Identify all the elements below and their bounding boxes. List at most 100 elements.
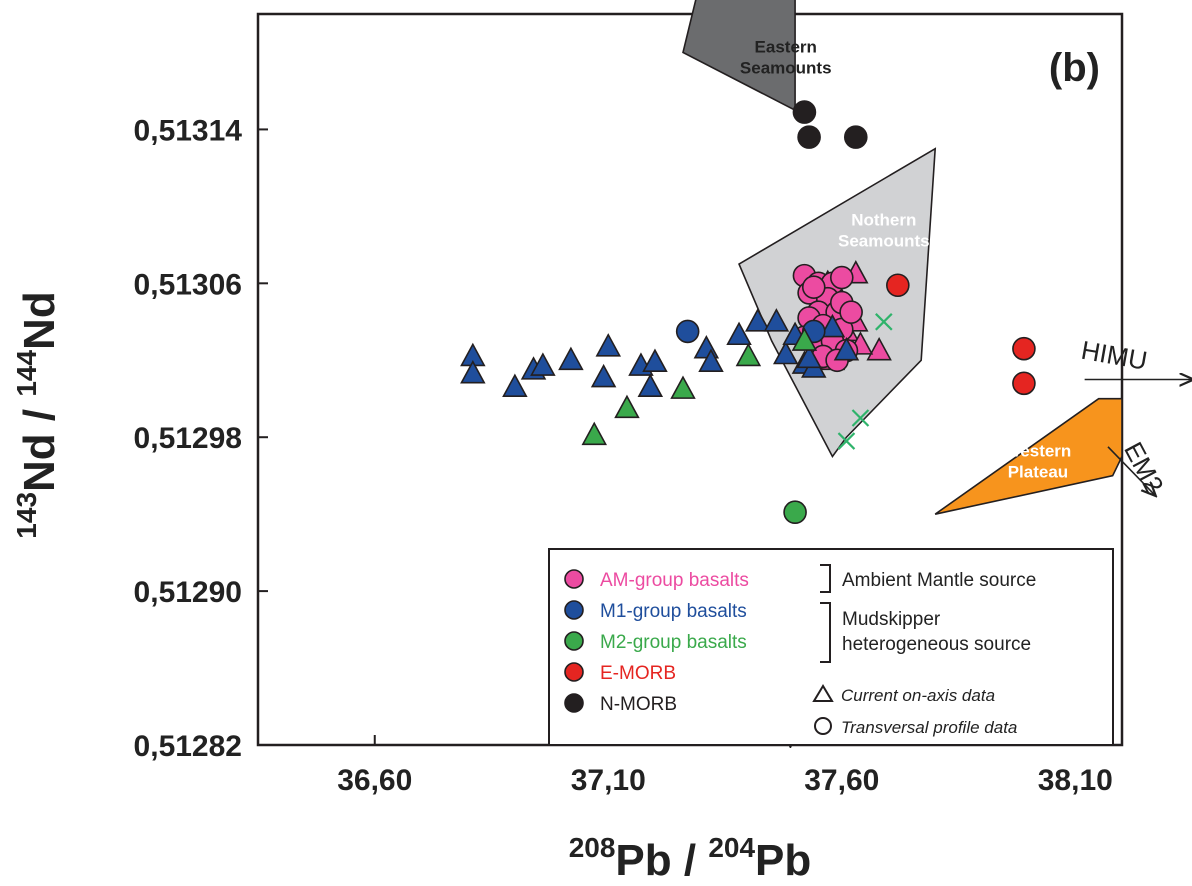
n-morb-circle-point bbox=[792, 100, 817, 124]
svg-text:208Pb / 204Pb: 208Pb / 204Pb bbox=[569, 832, 812, 881]
legend-items: AM-group basalts M1-group basalts M2-group… bbox=[564, 569, 749, 715]
m1-group-basalts-triangle-point bbox=[726, 321, 752, 346]
y-tick-label: 0,51306 bbox=[134, 268, 242, 301]
legend-label-e-morb: E-MORB bbox=[600, 663, 676, 684]
e-morb-circle-point bbox=[886, 273, 910, 298]
cross-marker-point bbox=[851, 409, 870, 427]
cross-marker-point bbox=[837, 432, 856, 450]
m1-group-basalts-triangle-point bbox=[833, 336, 860, 361]
eastern-seamounts-region bbox=[682, 0, 796, 112]
m1-group-basalts-triangle-point bbox=[763, 308, 790, 332]
legend-marker-m1-group-basalts bbox=[564, 600, 584, 620]
y-title-main-1: Nd / bbox=[15, 397, 64, 492]
legend-source-line: Mudskipper bbox=[842, 609, 941, 630]
cross-stroke bbox=[875, 313, 893, 331]
legend-key-triangle-icon bbox=[812, 684, 834, 702]
am-group-basalts-triangle-point bbox=[866, 336, 892, 361]
western-plateau-label: Western Plateau bbox=[1005, 441, 1072, 481]
em2-arrow-label: EM2 bbox=[1118, 437, 1170, 498]
y-axis-title: 143Nd / 144Nd bbox=[11, 291, 64, 538]
legend-symbol-keys: Current on-axis data Transversal profile … bbox=[812, 684, 1017, 737]
western-plateau-label-line: Western bbox=[1005, 441, 1072, 460]
n-morb-series bbox=[792, 100, 868, 149]
m2-group-basalts-triangle-point bbox=[670, 375, 696, 399]
e-morb-circle-point bbox=[1012, 336, 1036, 361]
y-title-sup-2: 144 bbox=[11, 350, 42, 397]
m1-group-basalts-triangle-point bbox=[744, 308, 771, 332]
legend-source-line: Ambient Mantle source bbox=[842, 570, 1036, 591]
m1-group-basalts-triangle-point bbox=[698, 348, 724, 372]
legend-source-label: Mudskipper heterogeneous source bbox=[842, 609, 1031, 655]
legend-marker-am-group-basalts bbox=[564, 569, 584, 589]
data-points-layer bbox=[460, 100, 1036, 698]
western-plateau-region bbox=[934, 397, 1123, 515]
x-title-main-2: Pb bbox=[755, 836, 811, 881]
eastern-seamounts-label: Eastern Seamounts bbox=[740, 37, 832, 77]
panel-label: (b) bbox=[1049, 46, 1100, 90]
cross-stroke bbox=[837, 432, 856, 450]
n-morb-circle-point bbox=[843, 125, 868, 149]
m2-group-basalts-series bbox=[581, 327, 818, 525]
m1-group-basalts-circle-point bbox=[675, 319, 700, 344]
y-tick-label: 0,51314 bbox=[134, 114, 243, 147]
nothern-seamounts-label: Nothern Seamounts bbox=[838, 211, 930, 251]
e-morb-circle-point bbox=[1012, 371, 1036, 396]
y-tick-label: 0,51290 bbox=[134, 576, 242, 609]
eastern-seamounts-label-line: Eastern bbox=[755, 37, 817, 56]
m1-group-basalts-triangle-point bbox=[558, 346, 584, 371]
m1-group-basalts-triangle-point bbox=[530, 352, 556, 376]
himu-arrow-label: HIMU bbox=[1079, 335, 1150, 376]
m1-group-basalts-triangle-point bbox=[772, 340, 799, 365]
legend-source-label: Ambient Mantle source bbox=[842, 570, 1036, 591]
n-morb-circle-point bbox=[797, 125, 821, 149]
western-plateau-label-line: Plateau bbox=[1008, 462, 1068, 481]
legend-key-label: Current on-axis data bbox=[841, 686, 995, 705]
m1-group-basalts-triangle-point bbox=[502, 373, 528, 397]
m1-group-basalts-triangle-point bbox=[590, 363, 617, 388]
y-tick-label: 0,51298 bbox=[134, 422, 242, 455]
nothern-seamounts-label-line: Nothern bbox=[851, 211, 916, 230]
y-title-sup-1: 143 bbox=[11, 492, 42, 539]
x-axis-title: 208Pb / 204Pb bbox=[569, 832, 812, 885]
legend-source-bracket bbox=[820, 602, 831, 663]
cross-stroke bbox=[851, 409, 870, 427]
legend-key-circle-icon bbox=[814, 717, 832, 735]
m2-group-basalts-triangle-point bbox=[614, 394, 640, 419]
am-group-basalts-circle-point bbox=[829, 265, 854, 290]
legend-marker-n-morb bbox=[564, 693, 584, 713]
x-title-main-1: Pb / bbox=[615, 836, 708, 881]
am-group-basalts-circle-point bbox=[839, 300, 863, 324]
legend: AM-group basalts M1-group basalts M2-group… bbox=[548, 548, 1114, 746]
x-tick-label: 36,60 bbox=[337, 764, 412, 797]
legend-label-m2-group-basalts: M2-group basalts bbox=[600, 632, 747, 653]
m1-group-basalts-triangle-point bbox=[819, 313, 846, 338]
legend-label-n-morb: N-MORB bbox=[600, 694, 677, 715]
x-tick-label: 37,10 bbox=[571, 764, 646, 797]
legend-marker-m2-group-basalts bbox=[564, 631, 584, 651]
x-title-sup-1: 208 bbox=[569, 832, 616, 863]
legend-label-am-group-basalts: AM-group basalts bbox=[600, 570, 749, 591]
y-tick-label: 0,51282 bbox=[134, 730, 242, 763]
m1-group-basalts-triangle-point bbox=[637, 373, 664, 397]
em2-arrow bbox=[1107, 446, 1155, 495]
cross-marker-point bbox=[875, 313, 893, 331]
axes-layer: 36,60 37,10 37,60 38,10 0,51282 0,51290 0,5129… bbox=[134, 114, 1113, 797]
svg-text:143Nd / 144Nd: 143Nd / 144Nd bbox=[11, 291, 64, 538]
legend-marker-e-morb bbox=[564, 662, 584, 682]
legend-source-line: heterogeneous source bbox=[842, 634, 1031, 655]
x-tick-label: 37,60 bbox=[804, 764, 879, 797]
m1-group-basalts-triangle-point bbox=[693, 335, 720, 359]
m1-group-basalts-triangle-point bbox=[595, 333, 622, 357]
m1-group-basalts-triangle-point bbox=[796, 344, 822, 369]
nothern-seamounts-label-line: Seamounts bbox=[838, 232, 930, 251]
legend-source-bracket bbox=[820, 564, 831, 593]
legend-label-m1-group-basalts: M1-group basalts bbox=[600, 601, 747, 622]
e-morb-series bbox=[886, 273, 1036, 396]
m2-group-basalts-triangle-point bbox=[735, 342, 762, 367]
eastern-seamounts-label-line: Seamounts bbox=[740, 58, 832, 77]
legend-source-groups: Ambient Mantle source Mudskipper heterogen… bbox=[820, 564, 1036, 663]
legend-key-label: Transversal profile data bbox=[841, 718, 1017, 737]
y-title-main-2: Nd bbox=[15, 291, 64, 350]
